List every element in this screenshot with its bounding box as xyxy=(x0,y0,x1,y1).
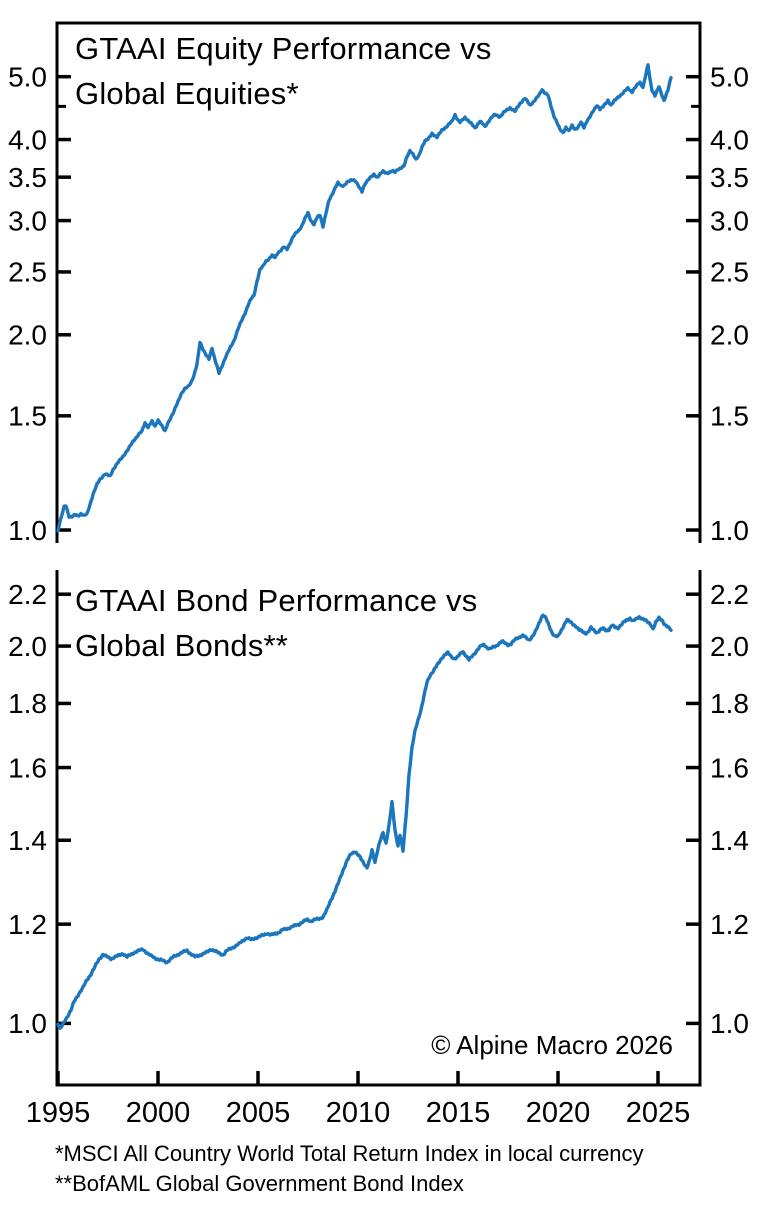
svg-text:3.5: 3.5 xyxy=(8,162,47,193)
svg-text:1.6: 1.6 xyxy=(8,752,47,783)
svg-text:2.0: 2.0 xyxy=(710,631,749,662)
footnote-msci: *MSCI All Country World Total Return Ind… xyxy=(55,1141,644,1166)
svg-text:2.2: 2.2 xyxy=(8,579,47,610)
svg-text:2.0: 2.0 xyxy=(8,320,47,351)
svg-text:1.6: 1.6 xyxy=(710,752,749,783)
svg-text:3.5: 3.5 xyxy=(710,162,749,193)
svg-text:1.0: 1.0 xyxy=(710,515,749,546)
svg-text:3.0: 3.0 xyxy=(8,205,47,236)
svg-text:1.2: 1.2 xyxy=(710,909,749,940)
svg-text:2.0: 2.0 xyxy=(8,631,47,662)
svg-text:5.0: 5.0 xyxy=(8,61,47,92)
svg-text:2015: 2015 xyxy=(426,1097,491,1129)
svg-text:2000: 2000 xyxy=(126,1097,191,1129)
svg-text:1.0: 1.0 xyxy=(8,515,47,546)
svg-text:1.0: 1.0 xyxy=(8,1008,47,1039)
svg-text:2020: 2020 xyxy=(526,1097,591,1129)
equity-panel-title-line1: GTAAI Equity Performance vs xyxy=(75,31,492,66)
svg-text:1.5: 1.5 xyxy=(710,401,749,432)
svg-text:2025: 2025 xyxy=(626,1097,691,1129)
bond-panel-title-line2: Global Bonds** xyxy=(75,628,289,663)
svg-text:1.0: 1.0 xyxy=(710,1008,749,1039)
svg-text:1.8: 1.8 xyxy=(710,688,749,719)
svg-text:1.2: 1.2 xyxy=(8,909,47,940)
svg-text:1.5: 1.5 xyxy=(8,401,47,432)
svg-text:5.0: 5.0 xyxy=(710,61,749,92)
svg-text:4.0: 4.0 xyxy=(8,124,47,155)
bond-panel-title-line1: GTAAI Bond Performance vs xyxy=(75,583,478,618)
equity-panel-title-line2: Global Equities* xyxy=(75,76,299,111)
svg-text:2005: 2005 xyxy=(226,1097,291,1129)
svg-text:1.8: 1.8 xyxy=(8,688,47,719)
svg-text:1.4: 1.4 xyxy=(710,825,749,856)
svg-text:4.0: 4.0 xyxy=(710,124,749,155)
footnote-bofaml: **BofAML Global Government Bond Index xyxy=(55,1171,464,1196)
svg-text:2.0: 2.0 xyxy=(710,320,749,351)
svg-text:1995: 1995 xyxy=(26,1097,91,1129)
svg-text:3.0: 3.0 xyxy=(710,205,749,236)
svg-text:2.5: 2.5 xyxy=(710,257,749,288)
copyright-label: © Alpine Macro 2026 xyxy=(431,1030,673,1060)
svg-text:2010: 2010 xyxy=(326,1097,391,1129)
svg-text:1.4: 1.4 xyxy=(8,825,47,856)
svg-text:2.2: 2.2 xyxy=(710,579,749,610)
svg-text:2.5: 2.5 xyxy=(8,257,47,288)
